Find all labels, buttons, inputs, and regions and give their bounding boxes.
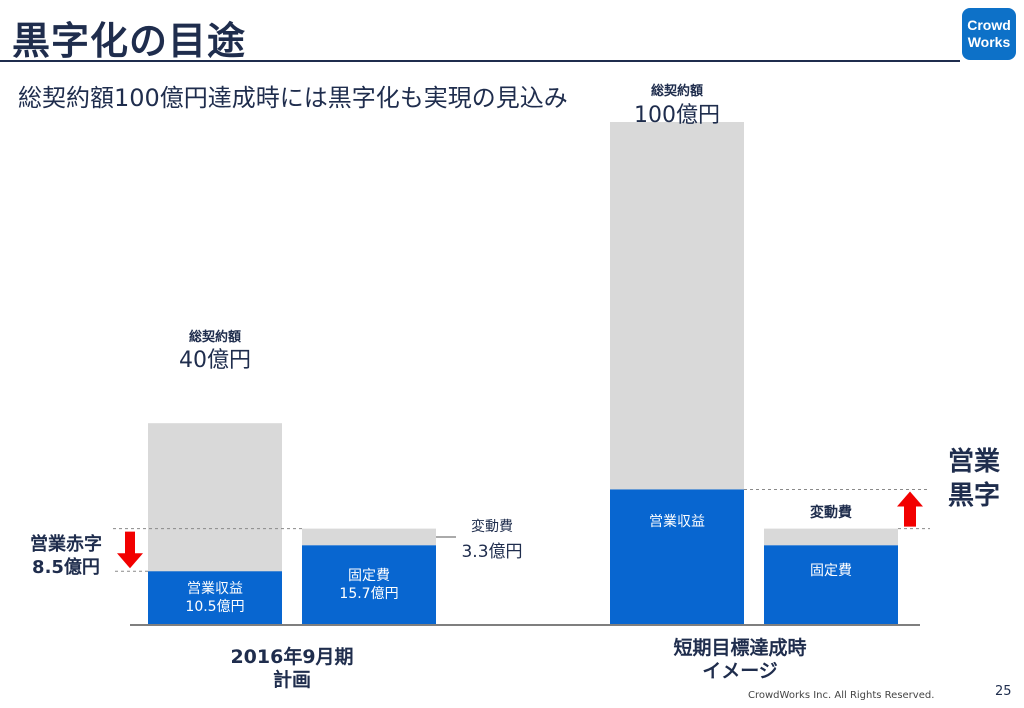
crowdworks-logo: Crowd Works xyxy=(962,8,1016,60)
g2-revenue-name: 営業収益 xyxy=(649,514,705,530)
g2-profit-label-2: 黒字 xyxy=(947,481,1000,511)
g1-category-label-1: 2016年9月期 xyxy=(230,646,354,668)
g1-revenue-name: 営業収益 xyxy=(187,581,243,597)
copyright-footer: CrowdWorks Inc. All Rights Reserved. xyxy=(748,690,935,701)
g1-fixed-cost-bar xyxy=(302,545,436,624)
g1-loss-value: 8.5億円 xyxy=(32,557,100,578)
g2-fixed-cost-bar xyxy=(764,545,898,624)
g1-revenue-value: 10.5億円 xyxy=(185,599,245,615)
g2-fixed-name: 固定費 xyxy=(810,563,852,579)
logo-line-2: Works xyxy=(967,34,1011,50)
g2-total-value: 100億円 xyxy=(634,103,720,128)
page-number: 25 xyxy=(995,684,1012,699)
g1-loss-arrow-shaft xyxy=(125,531,135,555)
g1-variable-value: 3.3億円 xyxy=(461,542,523,562)
g2-profit-arrow-shaft xyxy=(904,505,916,527)
page-title: 黒字化の目途 xyxy=(12,19,247,63)
logo-line-1: Crowd xyxy=(967,17,1011,33)
page-subtitle: 総契約額100億円達成時には黒字化も実現の見込み xyxy=(18,84,568,112)
g1-fixed-value: 15.7億円 xyxy=(339,586,399,602)
g2-variable-name: 変動費 xyxy=(810,505,852,521)
g2-revenue-bar xyxy=(610,489,744,624)
g2-category-label-1: 短期目標達成時 xyxy=(673,637,807,659)
g1-total-caption: 総契約額 xyxy=(188,330,241,345)
g2-profit-arrow-head xyxy=(897,491,923,507)
g2-category-label-2: イメージ xyxy=(702,660,778,682)
title-divider xyxy=(0,60,960,62)
g1-variable-cost-bar xyxy=(302,528,436,546)
g1-variable-name: 変動費 xyxy=(471,519,513,535)
g1-loss-arrow-head xyxy=(117,553,143,569)
g1-loss-label: 営業赤字 xyxy=(30,534,102,555)
g1-revenue-bar xyxy=(148,571,282,624)
g2-variable-cost-bar xyxy=(764,528,898,546)
g1-category-label-2: 計画 xyxy=(272,669,311,691)
g2-profit-label-1: 営業 xyxy=(947,447,1000,477)
g1-total-value: 40億円 xyxy=(179,348,251,373)
g2-total-caption: 総契約額 xyxy=(650,84,703,99)
g1-fixed-name: 固定費 xyxy=(348,568,390,584)
